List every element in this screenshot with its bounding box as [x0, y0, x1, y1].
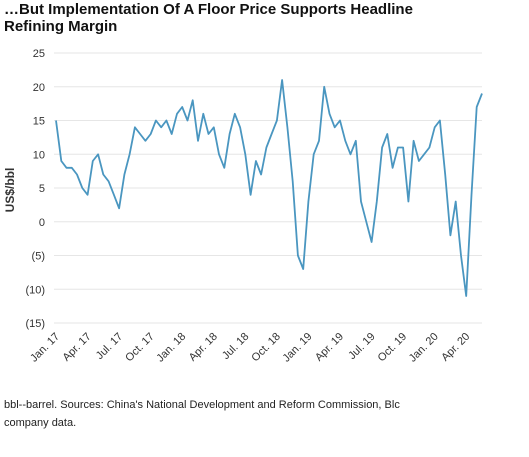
- footnote: company data.: [4, 417, 76, 429]
- x-tick-label: Jan. 20: [407, 331, 441, 365]
- x-tick-label: Oct. 18: [249, 331, 283, 365]
- x-tick-label: Jul. 19: [346, 331, 377, 362]
- y-axis-label: US$/bbl: [3, 168, 17, 213]
- x-tick-label: Apr. 18: [187, 331, 220, 364]
- y-tick-label: (15): [25, 318, 45, 330]
- x-tick-label: Jan. 19: [281, 331, 315, 365]
- x-tick-label: Jan. 18: [154, 331, 188, 365]
- chart-title: …But Implementation Of A Floor Price Sup…: [4, 1, 413, 18]
- x-tick-label: Jul. 18: [220, 331, 251, 362]
- y-tick-label: 25: [33, 48, 45, 60]
- x-tick-label: Jul. 17: [94, 331, 125, 362]
- y-tick-label: (10): [25, 284, 45, 296]
- x-tick-label: Jan. 17: [28, 331, 62, 365]
- chart-title: Refining Margin: [4, 18, 117, 35]
- y-tick-label: 0: [39, 217, 45, 229]
- x-tick-label: Apr. 17: [61, 331, 94, 364]
- y-tick-label: 20: [33, 82, 45, 94]
- x-tick-label: Oct. 19: [376, 331, 410, 365]
- data-line: [55, 79, 483, 297]
- y-tick-label: 15: [33, 116, 45, 128]
- x-tick-label: Oct. 17: [123, 331, 157, 365]
- x-tick-label: Apr. 20: [439, 331, 472, 364]
- y-tick-label: 10: [33, 149, 45, 161]
- y-tick-label: 5: [39, 183, 45, 195]
- y-tick-label: (5): [32, 251, 45, 263]
- x-tick-label: Apr. 19: [313, 331, 346, 364]
- footnote: bbl--barrel. Sources: China's National D…: [4, 399, 400, 411]
